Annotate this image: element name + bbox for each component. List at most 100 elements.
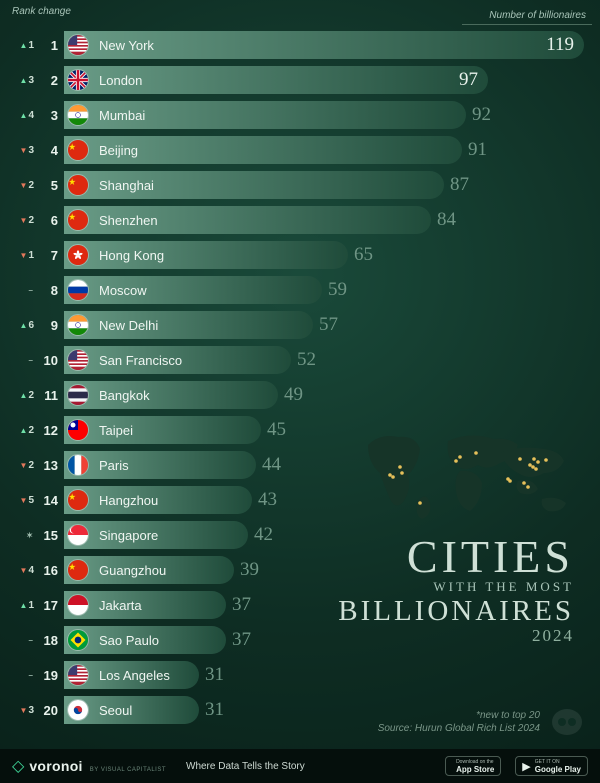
rank-number: 6 xyxy=(40,213,64,228)
billionaire-count: 45 xyxy=(267,419,286,441)
city-name: New York xyxy=(99,38,154,53)
binoculars-icon xyxy=(552,709,582,735)
voronoi-logo-text: voronoi xyxy=(29,758,82,774)
voronoi-logo-subtext: BY VISUAL CAPITALIST xyxy=(90,767,166,773)
rank-change: ▼4 xyxy=(0,565,40,576)
rank-change: ▼5 xyxy=(0,495,40,506)
footer-bar: ◇ voronoi BY VISUAL CAPITALIST Where Dat… xyxy=(0,749,600,783)
billionaire-count: 31 xyxy=(205,664,224,686)
bar: Shenzhen xyxy=(64,206,431,234)
flag-hk-icon xyxy=(67,244,89,266)
table-row: ▼1765Hong Kong xyxy=(0,238,600,272)
world-map-inset xyxy=(360,415,580,525)
bar: Bangkok xyxy=(64,381,278,409)
bar: Mumbai xyxy=(64,101,466,129)
flag-cn-icon xyxy=(67,209,89,231)
billionaire-count: 92 xyxy=(472,104,491,126)
flag-us-icon xyxy=(67,34,89,56)
rank-number: 10 xyxy=(40,353,64,368)
billionaire-count: 97 xyxy=(459,69,478,91)
rank-change-label: Rank change xyxy=(12,6,71,17)
rank-change: ▼2 xyxy=(0,460,40,471)
bar: Seoul xyxy=(64,696,199,724)
city-name: Paris xyxy=(99,458,129,473)
rank-number: 13 xyxy=(40,458,64,473)
table-row: ▲21149Bangkok xyxy=(0,378,600,412)
billionaire-count: 37 xyxy=(232,629,251,651)
bar: Hong Kong xyxy=(64,241,348,269)
title-block: CITIES WITH THE MOST BILLIONAIRES 2024 xyxy=(338,530,574,646)
rank-change: ▼3 xyxy=(0,145,40,156)
rank-number: 14 xyxy=(40,493,64,508)
table-row: –859Moscow xyxy=(0,273,600,307)
app-store-badge[interactable]: Download on the App Store xyxy=(445,756,501,776)
flag-us-icon xyxy=(67,664,89,686)
billionaire-count: 37 xyxy=(232,594,251,616)
bar: Jakarta xyxy=(64,591,226,619)
footnote-new: *new to top 20 xyxy=(378,709,540,722)
table-row: ▲11New York119 xyxy=(0,28,600,62)
rank-change: ▼2 xyxy=(0,215,40,226)
rank-change: ▲4 xyxy=(0,110,40,121)
bar: Sao Paulo xyxy=(64,626,226,654)
table-row: ▼2587Shanghai xyxy=(0,168,600,202)
footnote: *new to top 20 Source: Hurun Global Rich… xyxy=(378,709,540,735)
city-name: Sao Paulo xyxy=(99,633,159,648)
flag-ru-icon xyxy=(67,279,89,301)
city-name: Shenzhen xyxy=(99,213,158,228)
flag-cn-icon xyxy=(67,139,89,161)
bar: New York 119 xyxy=(64,31,584,59)
table-row: –1931Los Angeles xyxy=(0,658,600,692)
play-big: Google Play xyxy=(535,766,581,773)
city-name: Moscow xyxy=(99,283,147,298)
bar: Singapore xyxy=(64,521,248,549)
city-name: Hangzhou xyxy=(99,493,158,508)
bar: Hangzhou xyxy=(64,486,252,514)
bar: New Delhi xyxy=(64,311,313,339)
city-name: Taipei xyxy=(99,423,133,438)
billionaire-count: 65 xyxy=(354,244,373,266)
rank-change: – xyxy=(0,670,40,681)
title-line-3: BILLIONAIRES xyxy=(338,595,574,628)
bar: Los Angeles xyxy=(64,661,199,689)
flag-cn-icon xyxy=(67,489,89,511)
rank-number: 12 xyxy=(40,423,64,438)
google-play-badge[interactable]: ▶ GET IT ON Google Play xyxy=(515,756,588,776)
billionaire-count: 84 xyxy=(437,209,456,231)
city-name: Seoul xyxy=(99,703,132,718)
flag-id-icon xyxy=(67,594,89,616)
bar: London97 xyxy=(64,66,488,94)
billionaire-count: 31 xyxy=(205,699,224,721)
city-name: San Francisco xyxy=(99,353,182,368)
footer-tagline: Where Data Tells the Story xyxy=(186,761,305,772)
bar: Guangzhou xyxy=(64,556,234,584)
rank-number: 9 xyxy=(40,318,64,333)
flag-cn-icon xyxy=(67,174,89,196)
flag-cn-icon xyxy=(67,559,89,581)
bar: Shanghai xyxy=(64,171,444,199)
footnote-source: Source: Hurun Global Rich List 2024 xyxy=(378,722,540,735)
city-name: Beijing xyxy=(99,143,138,158)
table-row: ▲4392Mumbai xyxy=(0,98,600,132)
title-year: 2024 xyxy=(338,626,574,646)
bar: Moscow xyxy=(64,276,322,304)
voronoi-logo: ◇ voronoi BY VISUAL CAPITALIST xyxy=(12,756,166,776)
title-line-2: WITH THE MOST xyxy=(338,579,574,595)
billionaire-count: 119 xyxy=(546,34,574,56)
bar: Taipei xyxy=(64,416,261,444)
rank-change: – xyxy=(0,355,40,366)
billionaire-count: 59 xyxy=(328,279,347,301)
table-row: ▲6957New Delhi xyxy=(0,308,600,342)
num-billionaires-tick xyxy=(462,24,592,25)
app-store-big: App Store xyxy=(456,766,494,773)
rank-number: 5 xyxy=(40,178,64,193)
play-icon: ▶ xyxy=(522,760,530,773)
bar: San Francisco xyxy=(64,346,291,374)
flag-in-icon xyxy=(67,314,89,336)
city-name: Los Angeles xyxy=(99,668,170,683)
city-name: Mumbai xyxy=(99,108,145,123)
billionaire-count: 43 xyxy=(258,489,277,511)
voronoi-logo-icon: ◇ xyxy=(12,756,24,776)
table-row: ▼3491Beijing xyxy=(0,133,600,167)
flag-us-icon xyxy=(67,349,89,371)
